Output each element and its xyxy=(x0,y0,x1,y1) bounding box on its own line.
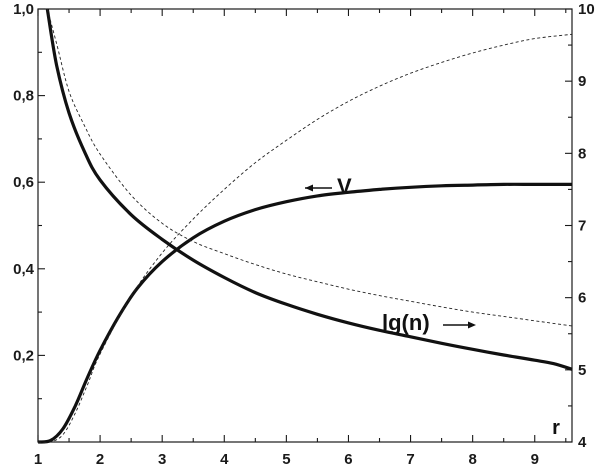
y-left-tick-label: 1,0 xyxy=(13,1,34,18)
y-right-tick-label: 5 xyxy=(578,362,586,379)
series-line-left-solid xyxy=(45,8,573,371)
annotation-v-arrow-head xyxy=(305,184,313,192)
x-tick-label: 7 xyxy=(406,451,414,468)
y-right-tick-label: 10 xyxy=(578,1,595,18)
y-right-tick-label: 9 xyxy=(578,73,586,90)
annotation-lgn-arrow-head xyxy=(468,321,476,329)
x-tick-label: 8 xyxy=(468,451,476,468)
x-tick-label: 6 xyxy=(344,451,352,468)
x-axis-label: r xyxy=(552,417,560,439)
annotations: Vlg(n) xyxy=(305,174,476,335)
y-right-tick-label: 4 xyxy=(578,434,587,451)
series-line-right-solid xyxy=(37,182,572,444)
series-layer xyxy=(37,8,573,444)
y-left-tick-label: 0,2 xyxy=(13,347,34,364)
x-tick-label: 5 xyxy=(282,451,290,468)
y-left-tick-label: 0,6 xyxy=(13,174,34,191)
plot-frame xyxy=(37,8,573,443)
y-left-tick-label: 0,8 xyxy=(13,88,34,105)
y-right-tick-label: 6 xyxy=(578,290,586,307)
x-tick-label: 3 xyxy=(158,451,166,468)
x-tick-label: 9 xyxy=(531,451,539,468)
y-right-tick-label: 8 xyxy=(578,145,586,162)
series-line-left-dashed xyxy=(46,8,573,327)
x-tick-label: 2 xyxy=(96,451,104,468)
annotation-lgn-label: lg(n) xyxy=(382,310,430,335)
x-tick-label: 1 xyxy=(34,451,42,468)
x-tick-label: 4 xyxy=(220,451,229,468)
y-right-tick-label: 7 xyxy=(578,218,586,235)
series-line-right-dashed xyxy=(37,33,573,443)
y-left-tick-label: 0,4 xyxy=(13,261,35,278)
annotation-v-label: V xyxy=(337,174,352,199)
